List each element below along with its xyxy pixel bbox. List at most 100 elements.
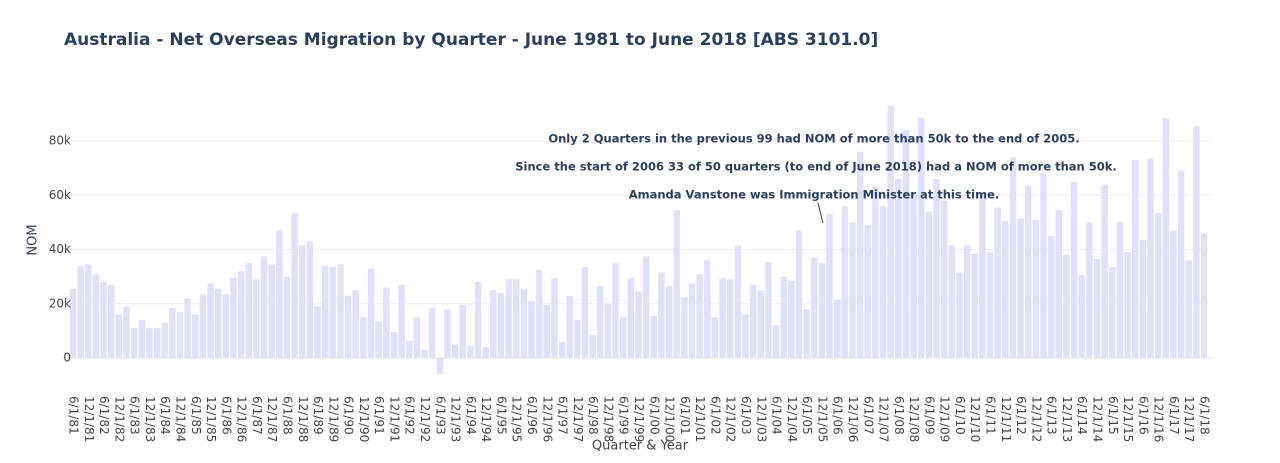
- bar: [314, 306, 321, 359]
- bar: [1101, 184, 1108, 359]
- bar: [352, 290, 359, 359]
- bar: [138, 320, 145, 359]
- x-tick-label: 6/1/82: [97, 396, 111, 435]
- bar: [1063, 254, 1070, 359]
- bar: [925, 211, 933, 359]
- bar: [123, 306, 130, 359]
- bar: [115, 314, 123, 359]
- bar: [795, 230, 803, 359]
- bar: [1032, 219, 1040, 359]
- x-tick-label: 6/1/88: [280, 396, 294, 435]
- bar: [1193, 126, 1200, 359]
- bar: [956, 272, 963, 359]
- bar: [436, 358, 444, 375]
- bar: [444, 309, 451, 359]
- bar: [375, 321, 382, 359]
- bar: [1170, 230, 1177, 359]
- x-tick-label: 6/1/10: [953, 396, 967, 435]
- bar: [230, 277, 237, 359]
- bar: [1025, 185, 1032, 359]
- bar: [910, 192, 917, 359]
- x-tick-label: 6/1/81: [67, 396, 81, 435]
- bar: [543, 305, 551, 359]
- bar: [169, 307, 176, 359]
- x-tick-label: 12/1/00: [663, 396, 677, 442]
- bar: [268, 264, 275, 359]
- x-tick-label: 6/1/83: [128, 396, 142, 435]
- x-tick-label: 6/1/02: [708, 396, 722, 435]
- bar: [918, 117, 925, 359]
- bar: [306, 241, 314, 359]
- bar: [344, 295, 352, 359]
- bar: [597, 286, 604, 359]
- bar: [69, 288, 77, 359]
- bar: [895, 178, 902, 359]
- bar: [711, 317, 719, 359]
- annotation: Amanda Vanstone was Immigration Minister…: [629, 188, 1000, 202]
- bar: [474, 282, 482, 359]
- x-tick-label: 12/1/96: [540, 396, 554, 442]
- x-tick-label: 12/1/11: [999, 396, 1013, 442]
- bar: [704, 260, 711, 359]
- x-tick-label: 6/1/84: [158, 396, 172, 435]
- bar: [994, 207, 1001, 359]
- x-tick-label: 12/1/82: [112, 396, 126, 442]
- bar: [383, 287, 390, 359]
- bar: [283, 276, 291, 359]
- x-tick-label: 12/1/94: [479, 396, 493, 442]
- x-tick-label: 12/1/15: [1121, 396, 1135, 442]
- bar: [749, 284, 757, 359]
- x-axis-title: Quarter & Year: [592, 439, 689, 454]
- bar: [192, 314, 199, 359]
- bar: [696, 273, 703, 359]
- bar: [390, 332, 398, 359]
- x-tick-label: 12/1/99: [632, 396, 646, 442]
- x-tick-label: 6/1/00: [647, 396, 661, 435]
- bar: [872, 187, 879, 359]
- bar: [856, 151, 864, 359]
- bar: [986, 252, 994, 359]
- bar: [1124, 252, 1131, 359]
- y-tick-label: 40k: [49, 242, 71, 256]
- bar: [971, 253, 978, 359]
- bar: [1009, 157, 1017, 359]
- x-tick-label: 12/1/84: [173, 396, 187, 442]
- x-tick-label: 12/1/03: [754, 396, 768, 442]
- x-tick-label: 6/1/98: [586, 396, 600, 435]
- x-tick-label: 12/1/86: [235, 396, 249, 442]
- bar: [803, 309, 810, 359]
- x-tick-label: 6/1/87: [250, 396, 264, 435]
- x-tick-label: 6/1/95: [494, 396, 508, 435]
- bar: [1132, 159, 1139, 359]
- y-tick-label: 80k: [49, 134, 71, 148]
- bar: [505, 279, 512, 359]
- x-tick-label: 6/1/92: [403, 396, 417, 435]
- bar: [1147, 158, 1154, 359]
- bar: [887, 105, 894, 359]
- bar: [726, 279, 734, 359]
- bar: [207, 283, 214, 359]
- x-tick-label: 6/1/03: [739, 396, 753, 435]
- x-tick-label: 6/1/16: [1136, 396, 1150, 435]
- bar: [428, 307, 436, 359]
- bar: [92, 273, 100, 359]
- bar: [1116, 222, 1124, 359]
- bar: [421, 349, 428, 359]
- bar: [153, 328, 161, 359]
- x-tick-label: 12/1/88: [296, 396, 310, 442]
- bar: [214, 288, 222, 359]
- x-tick-label: 12/1/04: [785, 396, 799, 442]
- x-tick-label: 6/1/94: [464, 396, 478, 435]
- x-tick-label: 12/1/08: [907, 396, 921, 442]
- x-tick-label: 12/1/91: [387, 396, 401, 442]
- bar: [1185, 260, 1192, 359]
- bar: [765, 261, 772, 359]
- x-tick-label: 12/1/93: [449, 396, 463, 442]
- bar: [551, 277, 558, 359]
- bar: [513, 279, 520, 359]
- x-tick-label: 12/1/16: [1152, 396, 1166, 442]
- bar: [528, 301, 535, 359]
- x-tick-label: 6/1/12: [1014, 396, 1028, 435]
- y-tick-label: 0: [63, 351, 71, 365]
